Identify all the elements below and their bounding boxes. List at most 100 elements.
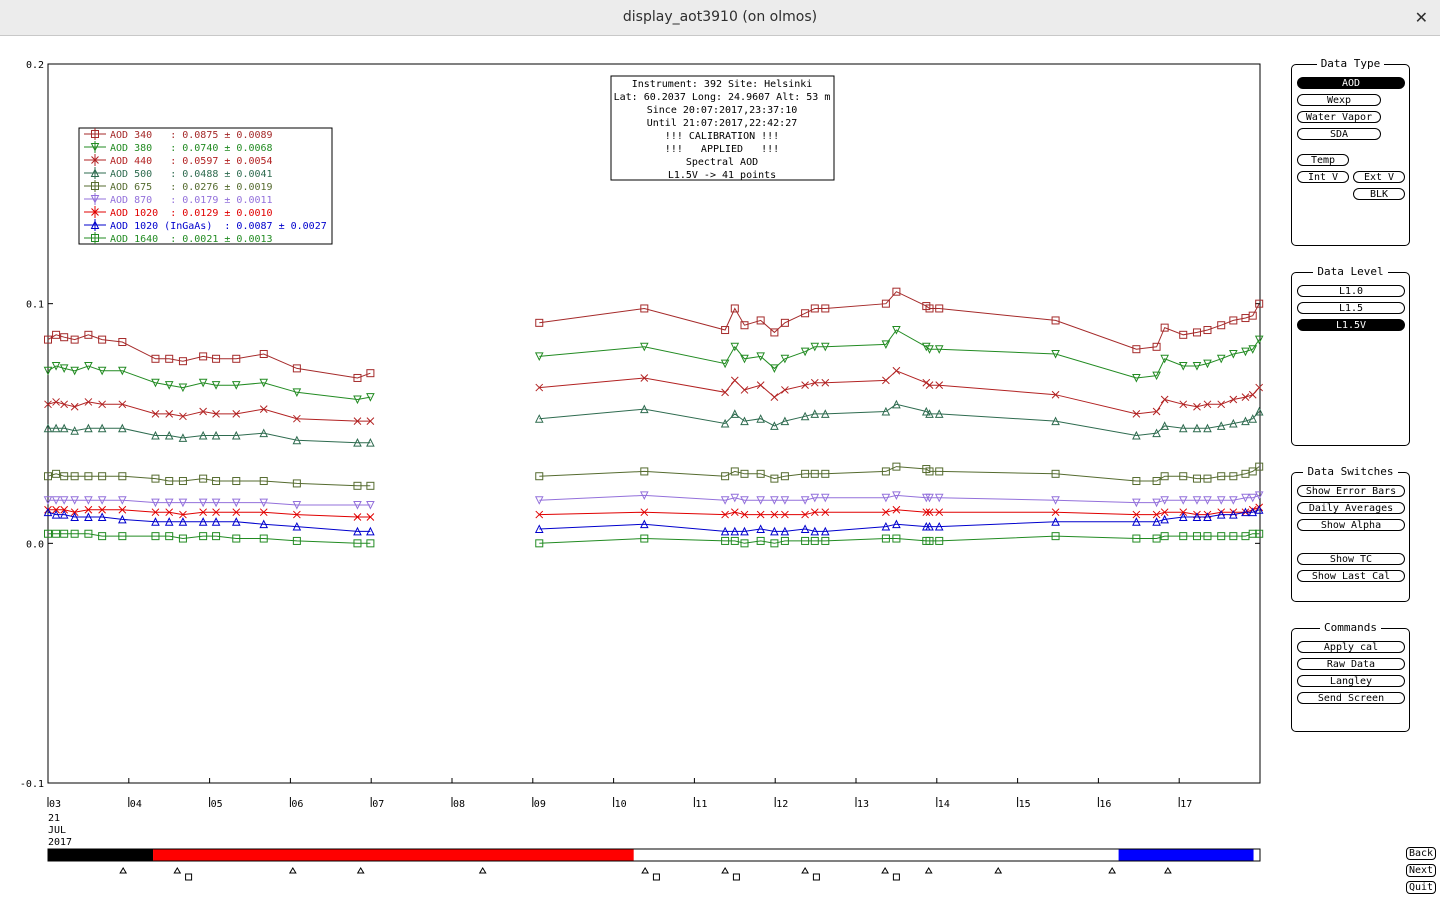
data-point (97, 366, 107, 376)
data-point (292, 500, 302, 510)
data-point (1132, 345, 1141, 354)
data-point (1255, 529, 1264, 538)
show-error-bars-button[interactable]: Show Error Bars (1297, 485, 1405, 497)
show-alpha-button[interactable]: Show Alpha (1297, 519, 1405, 531)
level-l10-button[interactable]: L1.0 (1297, 285, 1405, 297)
data-point (820, 409, 830, 418)
data-point (179, 412, 187, 421)
data-point (43, 423, 53, 433)
wexp-button[interactable]: Wexp (1297, 94, 1381, 106)
data-point (1255, 462, 1264, 471)
close-icon[interactable]: ✕ (1414, 8, 1428, 27)
data-point (1203, 359, 1212, 369)
next-button[interactable]: Next (1406, 864, 1436, 877)
data-point (292, 536, 301, 545)
data-point (1152, 407, 1161, 416)
data-point (198, 517, 208, 526)
data-point (1229, 532, 1238, 541)
data-point (800, 411, 810, 421)
data-point (821, 536, 830, 545)
data-point (801, 510, 809, 519)
show-last-cal-button[interactable]: Show Last Cal (1297, 570, 1405, 582)
data-point (292, 364, 301, 373)
x-tick-label: 13 (857, 799, 869, 810)
time-mark-triangle (1108, 867, 1117, 874)
data-point (1160, 354, 1169, 364)
data-point (780, 354, 790, 364)
level-l15v-button[interactable]: L1.5V (1297, 319, 1405, 331)
data-point (935, 381, 944, 390)
data-point (212, 508, 220, 517)
data-point (921, 342, 931, 352)
quit-button[interactable]: Quit (1406, 881, 1436, 894)
data-point (892, 287, 901, 296)
data-point (353, 500, 362, 510)
data-point (232, 508, 241, 517)
data-point (1248, 493, 1258, 503)
data-point (84, 472, 93, 481)
data-point (164, 498, 174, 508)
water-vapor-button[interactable]: Water Vapor (1297, 111, 1381, 123)
data-point (211, 517, 221, 526)
x-tick-label: 14 (938, 799, 950, 810)
data-point (820, 342, 830, 352)
data-point (534, 352, 544, 362)
data-point (1241, 347, 1250, 357)
data-point (84, 330, 93, 339)
data-point (770, 510, 779, 519)
data-point (810, 469, 819, 478)
legend-entry: AOD 440 : 0.0597 ± 0.0054 (110, 156, 273, 167)
data-point (98, 505, 106, 514)
data-point (1241, 393, 1250, 401)
data-point (84, 361, 93, 371)
apply-cal-button[interactable]: Apply cal (1297, 641, 1405, 653)
ext-v-button[interactable]: Ext V (1353, 171, 1405, 183)
data-point (259, 428, 269, 438)
data-point (165, 354, 174, 363)
data-point (1192, 532, 1201, 541)
data-point (821, 508, 830, 517)
back-button[interactable]: Back (1406, 847, 1436, 860)
commands-title: Commands (1320, 621, 1381, 634)
sda-button[interactable]: SDA (1297, 128, 1381, 140)
level-l15-button[interactable]: L1.5 (1297, 302, 1405, 314)
data-point (84, 423, 93, 433)
data-point (118, 514, 127, 524)
data-point (1229, 472, 1238, 481)
data-point (1248, 311, 1257, 320)
daily-averages-button[interactable]: Daily Averages (1297, 502, 1405, 514)
send-screen-button[interactable]: Send Screen (1297, 692, 1405, 704)
temp-button[interactable]: Temp (1297, 154, 1349, 166)
data-point (1132, 517, 1141, 526)
show-tc-button[interactable]: Show TC (1297, 553, 1405, 565)
data-point (1203, 512, 1212, 521)
info-line: !!! CALIBRATION !!! (665, 131, 779, 142)
data-point (740, 416, 749, 426)
data-point (1160, 323, 1169, 332)
blk-button[interactable]: BLK (1353, 188, 1405, 200)
series-aod-675 (44, 462, 1264, 490)
data-point (1241, 507, 1250, 517)
data-point (1152, 517, 1161, 526)
data-point (800, 496, 810, 505)
data-point (259, 534, 268, 543)
time-bar-segment (153, 849, 634, 861)
data-point (821, 304, 830, 313)
time-mark-triangle (801, 867, 809, 874)
data-point (259, 508, 268, 517)
data-point (639, 404, 649, 414)
data-point (1203, 326, 1212, 335)
legend-entry: AOD 870 : 0.0179 ± 0.0011 (110, 195, 273, 206)
data-point (151, 508, 160, 517)
data-point (151, 498, 160, 508)
data-point (70, 366, 79, 376)
data-point (922, 378, 931, 387)
aod-button[interactable]: AOD (1297, 77, 1405, 89)
data-point (199, 474, 208, 483)
data-point (259, 349, 268, 358)
data-point (934, 409, 944, 418)
data-point (165, 477, 174, 486)
raw-data-button[interactable]: Raw Data (1297, 658, 1405, 670)
langley-button[interactable]: Langley (1297, 675, 1405, 687)
int-v-button[interactable]: Int V (1297, 171, 1349, 183)
